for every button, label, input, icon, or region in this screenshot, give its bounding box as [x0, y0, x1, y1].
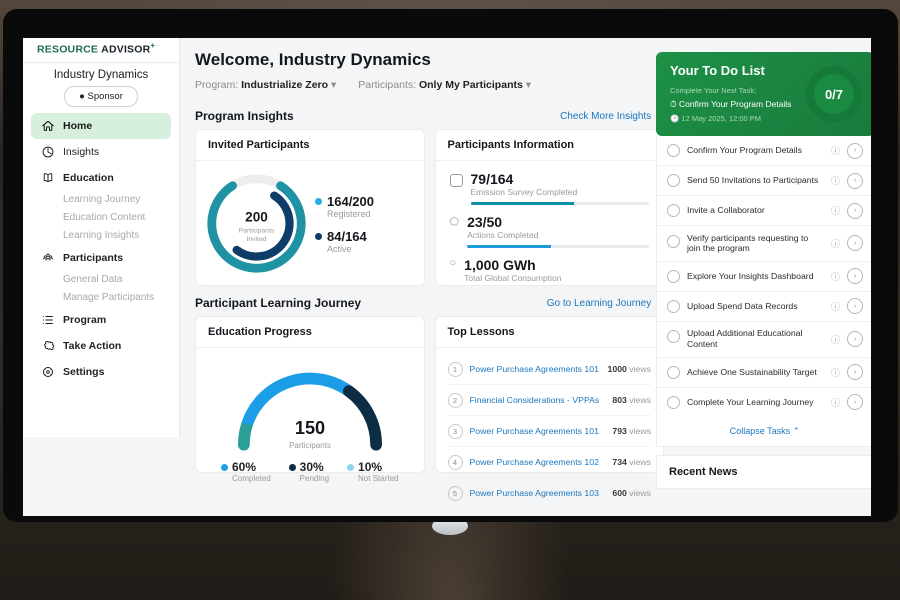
svg-text:200: 200 — [245, 210, 268, 225]
svg-text:Invited: Invited — [246, 236, 266, 243]
svg-text:Participants: Participants — [289, 441, 331, 450]
svg-text:150: 150 — [295, 418, 325, 438]
svg-text:Participants: Participants — [239, 227, 275, 234]
